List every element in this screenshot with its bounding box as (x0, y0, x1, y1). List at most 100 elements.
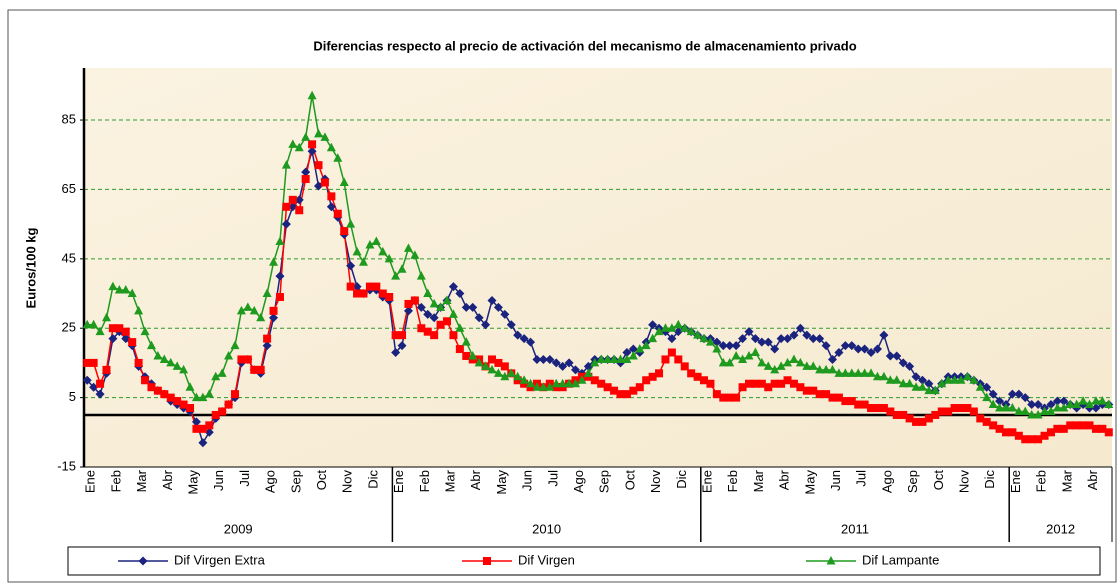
marker (860, 344, 870, 354)
marker (596, 354, 606, 363)
marker (892, 375, 902, 384)
marker (731, 341, 741, 351)
marker (834, 368, 844, 377)
legend-label: Dif Virgen (518, 552, 575, 567)
marker (204, 389, 214, 398)
marker (250, 365, 259, 374)
marker (603, 354, 613, 363)
marker (391, 271, 401, 280)
marker (982, 392, 992, 402)
marker (705, 337, 715, 346)
marker (744, 327, 754, 337)
marker (262, 341, 272, 351)
marker (204, 427, 214, 437)
marker (776, 361, 786, 370)
marker (147, 383, 156, 392)
marker (783, 376, 792, 385)
marker (288, 202, 298, 212)
marker (930, 385, 940, 395)
marker (911, 382, 921, 391)
marker (487, 355, 496, 364)
x-tick-label: Nov (340, 470, 355, 494)
marker (346, 219, 356, 228)
marker (115, 324, 124, 333)
marker (192, 424, 201, 433)
marker (744, 350, 754, 360)
marker (847, 368, 857, 377)
marker (898, 378, 908, 388)
marker (526, 337, 536, 347)
marker (597, 379, 606, 388)
marker (1007, 403, 1017, 412)
marker (609, 354, 619, 363)
x-tick-label: Sep (288, 470, 303, 493)
marker (950, 404, 959, 413)
marker (82, 319, 92, 329)
x-tick-label: Ago (263, 470, 278, 493)
marker (944, 407, 953, 416)
marker (751, 379, 760, 388)
marker (138, 556, 148, 566)
marker (230, 390, 239, 399)
x-tick-label: Oct (314, 470, 329, 491)
marker (1059, 403, 1069, 412)
marker (410, 250, 420, 259)
marker (519, 334, 529, 344)
marker (166, 357, 176, 367)
marker (1091, 396, 1101, 405)
marker (1066, 421, 1075, 430)
marker (1059, 424, 1068, 433)
marker (989, 421, 998, 430)
marker (635, 344, 645, 353)
marker (1027, 409, 1037, 419)
marker (680, 362, 689, 371)
y-tick-label: 25 (62, 320, 76, 335)
legend-label: Dif Lampante (862, 552, 939, 567)
legend-label: Dif Virgen Extra (174, 552, 266, 567)
marker (738, 334, 748, 344)
marker (346, 261, 356, 271)
marker (879, 404, 888, 413)
marker (1078, 396, 1088, 405)
marker (108, 281, 118, 291)
marker (950, 375, 960, 384)
marker (969, 375, 979, 384)
marker (995, 403, 1005, 412)
marker (590, 357, 600, 367)
marker (808, 334, 818, 344)
marker (545, 382, 555, 391)
marker (622, 348, 632, 358)
marker (532, 382, 542, 391)
marker (975, 382, 985, 391)
marker (429, 313, 439, 323)
marker (616, 390, 625, 399)
marker (795, 323, 805, 333)
marker (718, 357, 728, 367)
marker (995, 396, 1005, 406)
marker (269, 313, 279, 323)
marker (937, 407, 946, 416)
marker (660, 323, 670, 332)
x-tick-label: Mar (1059, 469, 1074, 492)
marker (461, 337, 471, 346)
marker (815, 390, 824, 399)
marker (764, 383, 773, 392)
marker (1079, 421, 1088, 430)
marker (256, 312, 266, 322)
marker (243, 302, 253, 311)
x-tick-label: Nov (648, 470, 663, 494)
marker (263, 334, 272, 343)
marker (725, 393, 734, 402)
marker (577, 375, 587, 384)
marker (128, 338, 137, 347)
marker (429, 298, 439, 308)
marker (519, 375, 529, 384)
marker (423, 309, 433, 319)
marker (822, 390, 831, 399)
marker (1072, 399, 1082, 409)
x-tick-label: Oct (931, 470, 946, 491)
marker (571, 365, 581, 375)
marker (481, 320, 491, 330)
marker (1027, 400, 1037, 410)
marker (892, 410, 901, 419)
